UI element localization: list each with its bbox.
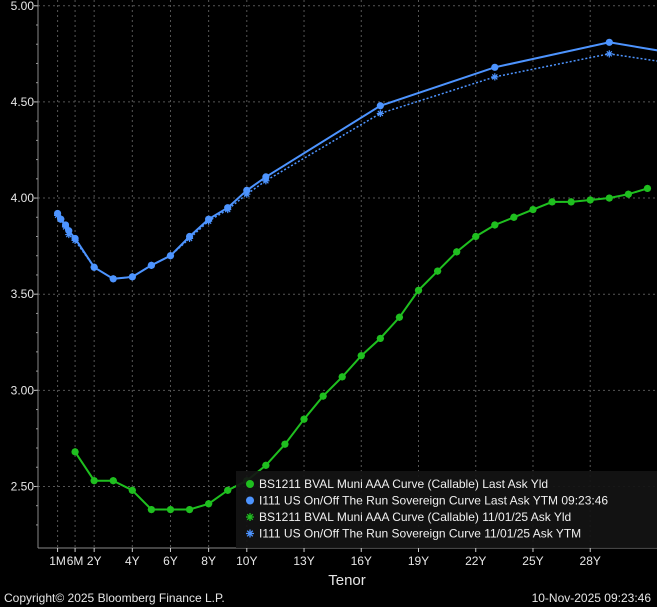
x-tick-label: 13Y	[293, 554, 314, 568]
data-point	[624, 190, 632, 198]
data-point	[376, 334, 384, 343]
data-point	[109, 275, 117, 283]
legend-entry: I111 US On/Off The Run Sovereign Curve 1…	[259, 527, 581, 541]
data-point-star	[376, 109, 384, 118]
data-point	[262, 173, 270, 181]
x-tick-label: 10Y	[236, 554, 257, 568]
data-point	[395, 313, 404, 321]
data-point	[205, 500, 213, 508]
legend-entry: I111 US On/Off The Run Sovereign Curve L…	[259, 494, 608, 508]
x-tick-label: 19Y	[408, 554, 429, 568]
data-point	[414, 286, 423, 294]
data-point	[90, 477, 98, 485]
legend-marker-star	[246, 513, 254, 521]
data-point	[128, 273, 136, 281]
y-axis: 2.50 3.00 3.50 4.00 4.50 5.00	[11, 0, 39, 548]
data-point	[357, 352, 365, 360]
data-point	[166, 252, 175, 260]
data-point	[586, 196, 594, 204]
data-point	[205, 215, 213, 223]
data-point	[491, 63, 499, 71]
series-group	[53, 38, 657, 514]
data-point	[338, 373, 346, 381]
data-point-star	[605, 50, 613, 58]
x-tick-label: 2Y	[87, 554, 102, 568]
legend-marker-star	[246, 529, 254, 538]
copyright-text: Copyright© 2025 Bloomberg Finance L.P.	[4, 591, 225, 605]
data-point	[57, 215, 65, 223]
x-tick-label: 4Y	[125, 554, 140, 568]
data-point	[529, 205, 537, 214]
data-point	[147, 505, 155, 514]
grid	[38, 0, 657, 548]
data-point	[224, 204, 232, 212]
x-tick-label: 1M	[49, 554, 66, 568]
legend: BS1211 BVAL Muni AAA Curve (Callable) La…	[236, 471, 657, 548]
data-point	[453, 248, 461, 256]
series-4	[53, 50, 657, 283]
y-tick-label: 3.00	[11, 383, 35, 397]
legend-entry: BS1211 BVAL Muni AAA Curve (Callable) 11…	[259, 510, 571, 524]
data-point	[185, 232, 194, 241]
data-point	[567, 198, 575, 206]
data-point	[281, 440, 289, 448]
data-point	[548, 198, 556, 206]
data-point	[643, 184, 652, 193]
data-point	[61, 221, 70, 229]
data-point	[376, 102, 384, 110]
data-point-star	[491, 73, 499, 81]
x-tick-label: 6Y	[163, 554, 178, 568]
x-tick-label: 16Y	[351, 554, 372, 568]
x-axis: 1M 6M 2Y 4Y 6Y 8Y 10Y 13Y 16Y 19Y 22Y 25Y 28Y	[38, 547, 657, 568]
legend-marker	[246, 496, 254, 505]
x-tick-label: 6M	[67, 554, 84, 568]
x-axis-title: Tenor	[328, 572, 366, 589]
data-point	[147, 261, 155, 269]
data-point	[166, 505, 175, 514]
data-point-star	[65, 230, 73, 239]
series-line	[56, 41, 657, 280]
y-tick-label: 4.50	[11, 95, 35, 109]
data-point	[71, 448, 79, 456]
data-point	[491, 221, 499, 229]
data-point	[185, 505, 194, 514]
data-point	[472, 232, 480, 241]
data-point	[65, 227, 73, 235]
data-point	[90, 263, 98, 271]
data-point	[433, 267, 442, 275]
x-tick-label: 8Y	[201, 554, 216, 568]
data-point	[262, 461, 270, 469]
series-2	[53, 38, 657, 283]
x-tick-label: 25Y	[522, 554, 543, 568]
y-tick-label: 5.00	[11, 0, 35, 13]
series-3	[71, 184, 652, 514]
data-point	[510, 213, 518, 221]
data-point	[224, 486, 232, 494]
x-tick-label: 22Y	[465, 554, 486, 568]
legend-box	[236, 471, 657, 548]
y-tick-label: 2.50	[11, 479, 35, 493]
data-point	[319, 392, 327, 400]
data-point	[300, 415, 308, 423]
data-point	[605, 38, 613, 46]
data-point-star	[243, 190, 251, 198]
data-point	[53, 209, 62, 218]
timestamp-text: 10-Nov-2025 09:23:46	[531, 591, 651, 605]
legend-entry: BS1211 BVAL Muni AAA Curve (Callable) La…	[259, 477, 548, 491]
data-point	[243, 186, 251, 194]
x-tick-label: 28Y	[580, 554, 601, 568]
data-point	[128, 486, 136, 494]
data-point-star	[262, 177, 270, 185]
series-1	[71, 184, 652, 514]
y-tick-label: 3.50	[11, 287, 35, 301]
data-point	[109, 477, 117, 485]
series-line	[57, 53, 657, 280]
legend-marker	[246, 480, 254, 488]
data-point	[605, 194, 613, 202]
y-tick-label: 4.00	[11, 191, 35, 205]
data-point	[71, 234, 79, 243]
